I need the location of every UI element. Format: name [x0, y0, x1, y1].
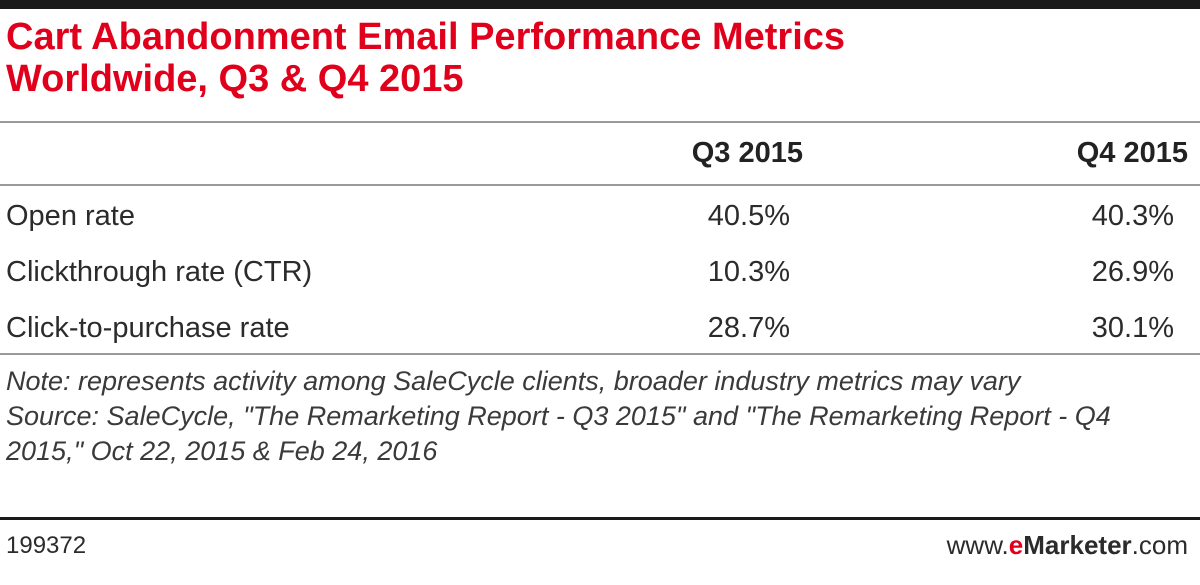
chart-id: 199372 — [6, 532, 87, 559]
table-row: Click-to-purchase rate 28.7% 30.1% — [0, 298, 1200, 354]
column-header-q3: Q3 2015 — [691, 137, 803, 169]
notes-block: Note: represents activity among SaleCycl… — [6, 364, 1191, 469]
chart-title-line-1: Cart Abandonment Email Performance Metri… — [6, 16, 846, 58]
cell-q4-2015: 40.3% — [1091, 200, 1174, 232]
row-label: Clickthrough rate (CTR) — [6, 256, 313, 288]
brand-e: e — [1008, 530, 1024, 560]
chart-title-line-2: Worldwide, Q3 & Q4 2015 — [6, 58, 464, 100]
row-label: Open rate — [6, 200, 135, 232]
table-bottom-divider — [0, 353, 1200, 355]
table-row: Clickthrough rate (CTR) 10.3% 26.9% — [0, 242, 1200, 298]
brand-prefix: www. — [946, 530, 1009, 560]
cell-q3-2015: 28.7% — [707, 312, 790, 344]
cell-q4-2015: 26.9% — [1091, 256, 1174, 288]
source-text: Source: SaleCycle, "The Remarketing Repo… — [6, 401, 1111, 466]
header-bottom-divider — [0, 184, 1200, 186]
chart-title: Cart Abandonment Email Performance Metri… — [6, 16, 1186, 100]
header-top-divider — [0, 121, 1200, 123]
emarketer-logo: www.eMarketer.com — [947, 529, 1188, 561]
table-row: Open rate 40.5% 40.3% — [0, 186, 1200, 242]
row-label: Click-to-purchase rate — [6, 312, 290, 344]
column-header-q4: Q4 2015 — [1076, 137, 1188, 169]
top-accent-bar — [0, 0, 1200, 9]
cell-q3-2015: 10.3% — [707, 256, 790, 288]
cell-q3-2015: 40.5% — [707, 200, 790, 232]
brand-marketer: Marketer — [1023, 530, 1132, 560]
brand-suffix: .com — [1131, 530, 1188, 560]
footer-divider — [0, 517, 1200, 520]
cell-q4-2015: 30.1% — [1091, 312, 1174, 344]
note-text: Note: represents activity among SaleCycl… — [6, 366, 1021, 396]
